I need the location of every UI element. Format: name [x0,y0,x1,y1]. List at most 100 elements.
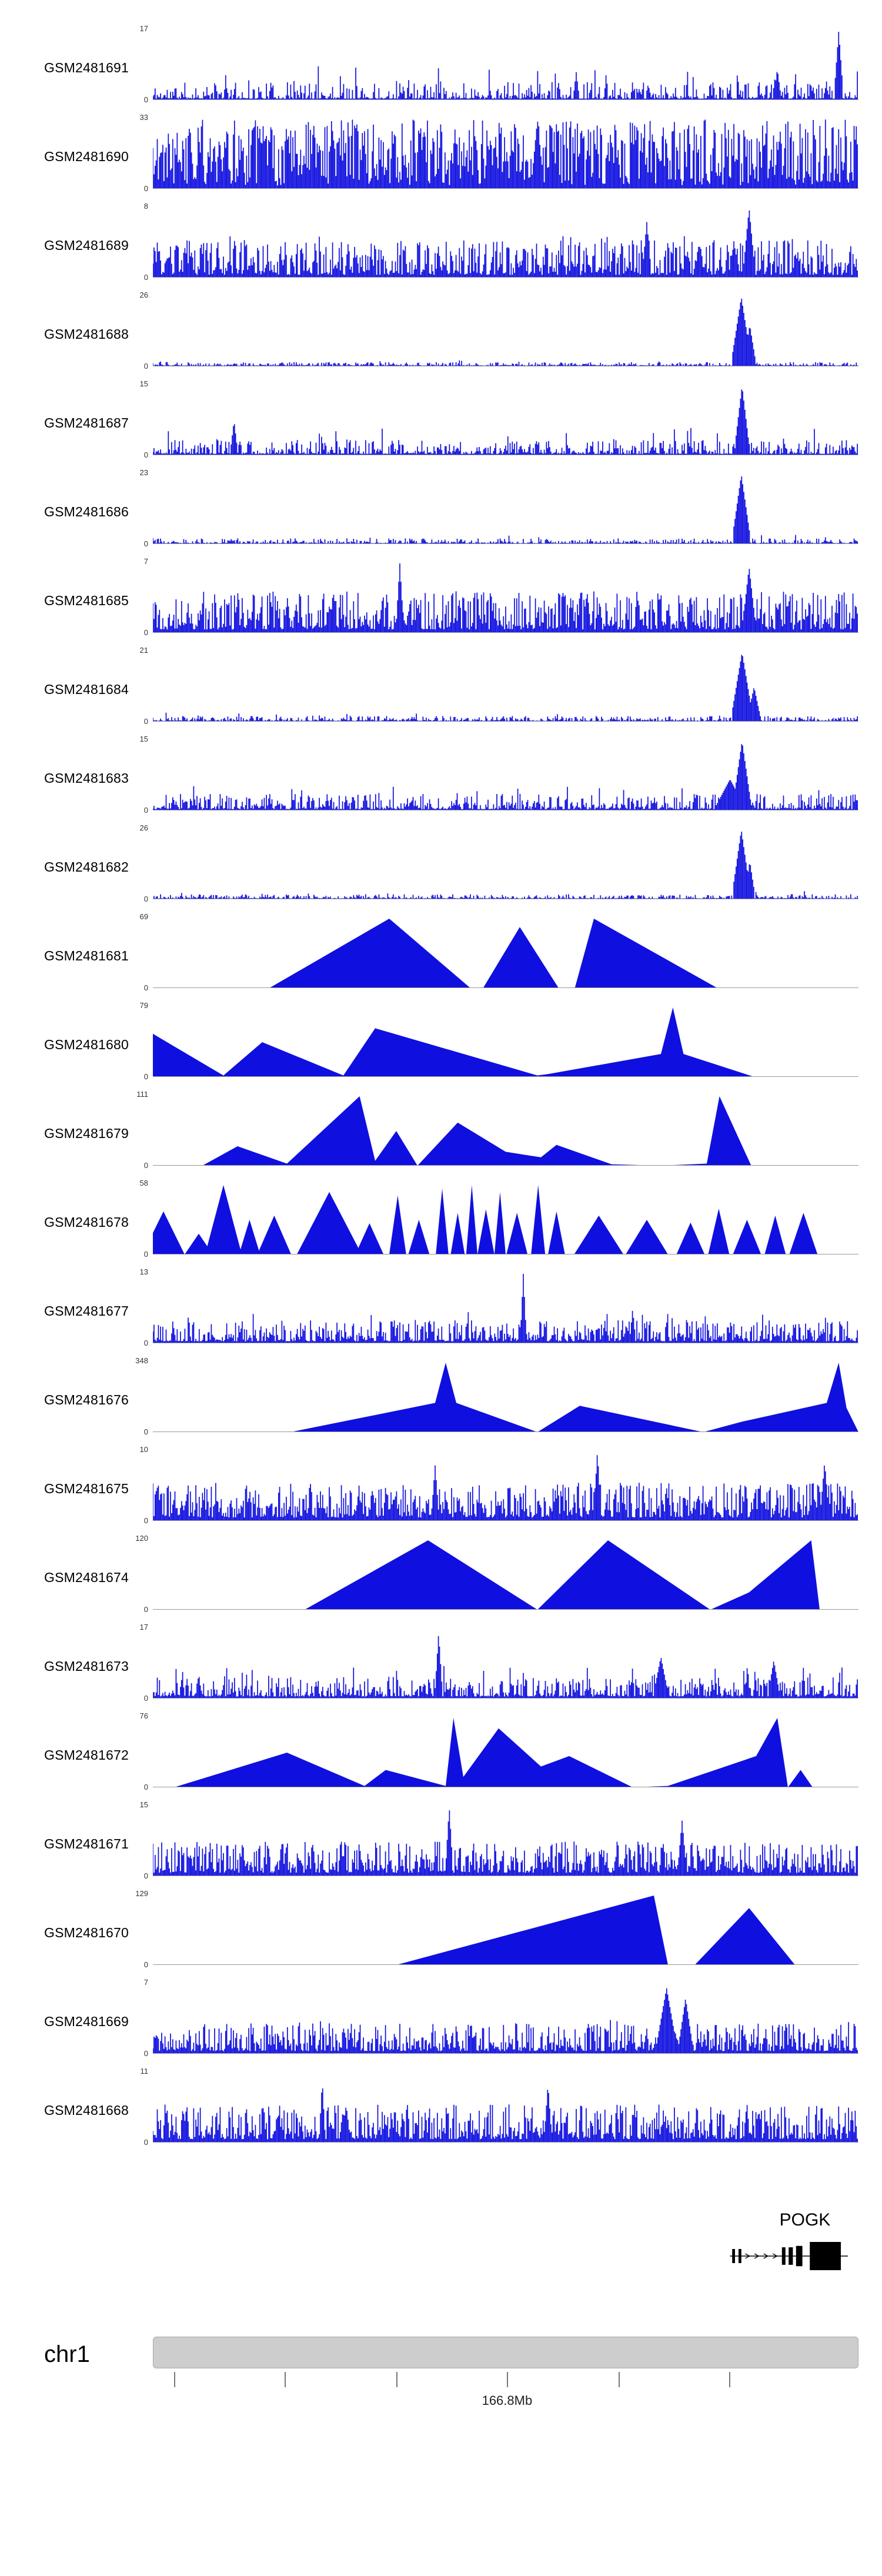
coverage-plot [153,1006,858,1077]
coverage-plot [153,1095,858,1166]
axis-position-label: 166.8Mb [482,2393,533,2408]
coverage-plot [153,1273,858,1343]
y-axis-zero-label: 0 [143,895,148,903]
y-axis-zero-label: 0 [143,539,148,548]
y-axis-zero-label: 0 [143,1339,148,1347]
track-label: GSM2481673 [44,1659,129,1674]
track-row: GSM2481671 15 0 [0,1800,882,1891]
track-row: GSM2481675 10 0 [0,1445,882,1536]
coverage-signal [153,389,858,455]
gene-name-label: POGK [779,2210,831,2230]
coverage-plot [153,1539,858,1610]
y-axis-max-label: 120 [135,1534,148,1543]
coverage-signal [153,919,858,988]
coverage-signal [153,1540,858,1610]
track-row: GSM2481682 26 0 [0,823,882,914]
track-label: GSM2481685 [44,593,129,608]
track-row: GSM2481685 7 0 [0,557,882,648]
track-row: GSM2481691 17 0 [0,24,882,115]
coverage-plot [153,917,858,988]
y-axis-max-label: 17 [139,24,148,33]
y-axis-max-label: 348 [135,1356,148,1365]
coverage-plot [153,1717,858,1787]
coverage-signal [153,1007,858,1077]
coverage-plot [153,207,858,278]
coverage-signal [153,1718,858,1787]
track-label: GSM2481679 [44,1126,129,1141]
axis-tick [729,2372,731,2387]
coverage-plot [153,118,858,189]
track-row: GSM2481690 33 0 [0,113,882,203]
coverage-plot [153,2072,858,2143]
coverage-signal [153,476,858,544]
coverage-signal [153,210,858,278]
coverage-plot [153,740,858,810]
coverage-signal [153,1096,858,1166]
gene-annotation-track: POGK [153,2210,858,2290]
y-axis-zero-label: 0 [143,806,148,815]
coverage-plot [153,651,858,722]
track-label: GSM2481669 [44,2014,129,2029]
track-row: GSM2481681 69 0 [0,912,882,1003]
y-axis-zero-label: 0 [143,1427,148,1436]
coverage-signal [153,1988,858,2054]
coverage-plot [153,1983,858,2054]
track-row: GSM2481678 58 0 [0,1179,882,1269]
coverage-plot [153,473,858,544]
coverage-signal [153,1896,858,1965]
coverage-signal [153,655,858,722]
coverage-plot [153,1806,858,1876]
track-label: GSM2481670 [44,1925,129,1940]
y-axis-zero-label: 0 [143,1516,148,1525]
track-label: GSM2481687 [44,415,129,431]
y-axis-max-label: 26 [139,291,148,299]
coverage-signal [153,32,858,100]
y-axis-zero-label: 0 [143,1871,148,1880]
coverage-signal [153,1274,858,1343]
track-label: GSM2481680 [44,1037,129,1052]
axis-tick [174,2372,175,2387]
track-row: GSM2481679 111 0 [0,1090,882,1180]
y-axis-zero-label: 0 [143,1960,148,1969]
coverage-plot [153,1362,858,1432]
coverage-signal [153,1455,858,1521]
axis-tick [396,2372,397,2387]
track-row: GSM2481668 11 0 [0,2067,882,2157]
coverage-signal [153,119,858,189]
y-axis-zero-label: 0 [143,1072,148,1081]
y-axis-zero-label: 0 [143,95,148,104]
track-row: GSM2481670 129 0 [0,1889,882,1980]
y-axis-max-label: 15 [139,379,148,388]
y-axis-max-label: 58 [139,1179,148,1187]
track-label: GSM2481691 [44,60,129,75]
coverage-plot [153,1184,858,1254]
y-axis-zero-label: 0 [143,184,148,193]
track-label: GSM2481674 [44,1570,129,1585]
track-row: GSM2481686 23 0 [0,468,882,559]
track-row: GSM2481669 7 0 [0,1978,882,2068]
track-row: GSM2481672 76 0 [0,1711,882,1802]
track-row: GSM2481687 15 0 [0,379,882,470]
tracks-container: GSM2481691 17 0 GSM2481690 33 0 GSM24816… [0,24,882,2157]
y-axis-max-label: 17 [139,1623,148,1631]
y-axis-max-label: 26 [139,823,148,832]
track-label: GSM2481671 [44,1836,129,1851]
y-axis-zero-label: 0 [143,1250,148,1259]
y-axis-max-label: 69 [139,912,148,921]
y-axis-max-label: 8 [143,202,148,211]
track-label: GSM2481672 [44,1747,129,1763]
y-axis-max-label: 76 [139,1711,148,1720]
chromosome-axis-section: chr1 166.8Mb [0,2337,882,2425]
y-axis-zero-label: 0 [143,273,148,282]
coverage-signal [153,563,858,633]
y-axis-max-label: 11 [140,2067,149,2076]
coverage-plot [153,562,858,633]
track-row: GSM2481683 15 0 [0,735,882,825]
y-axis-zero-label: 0 [143,1161,148,1170]
y-axis-zero-label: 0 [143,362,148,371]
coverage-plot [153,1450,858,1521]
coverage-plot [153,385,858,455]
track-row: GSM2481677 13 0 [0,1267,882,1358]
gene-annotation-section: POGK [0,2210,882,2290]
